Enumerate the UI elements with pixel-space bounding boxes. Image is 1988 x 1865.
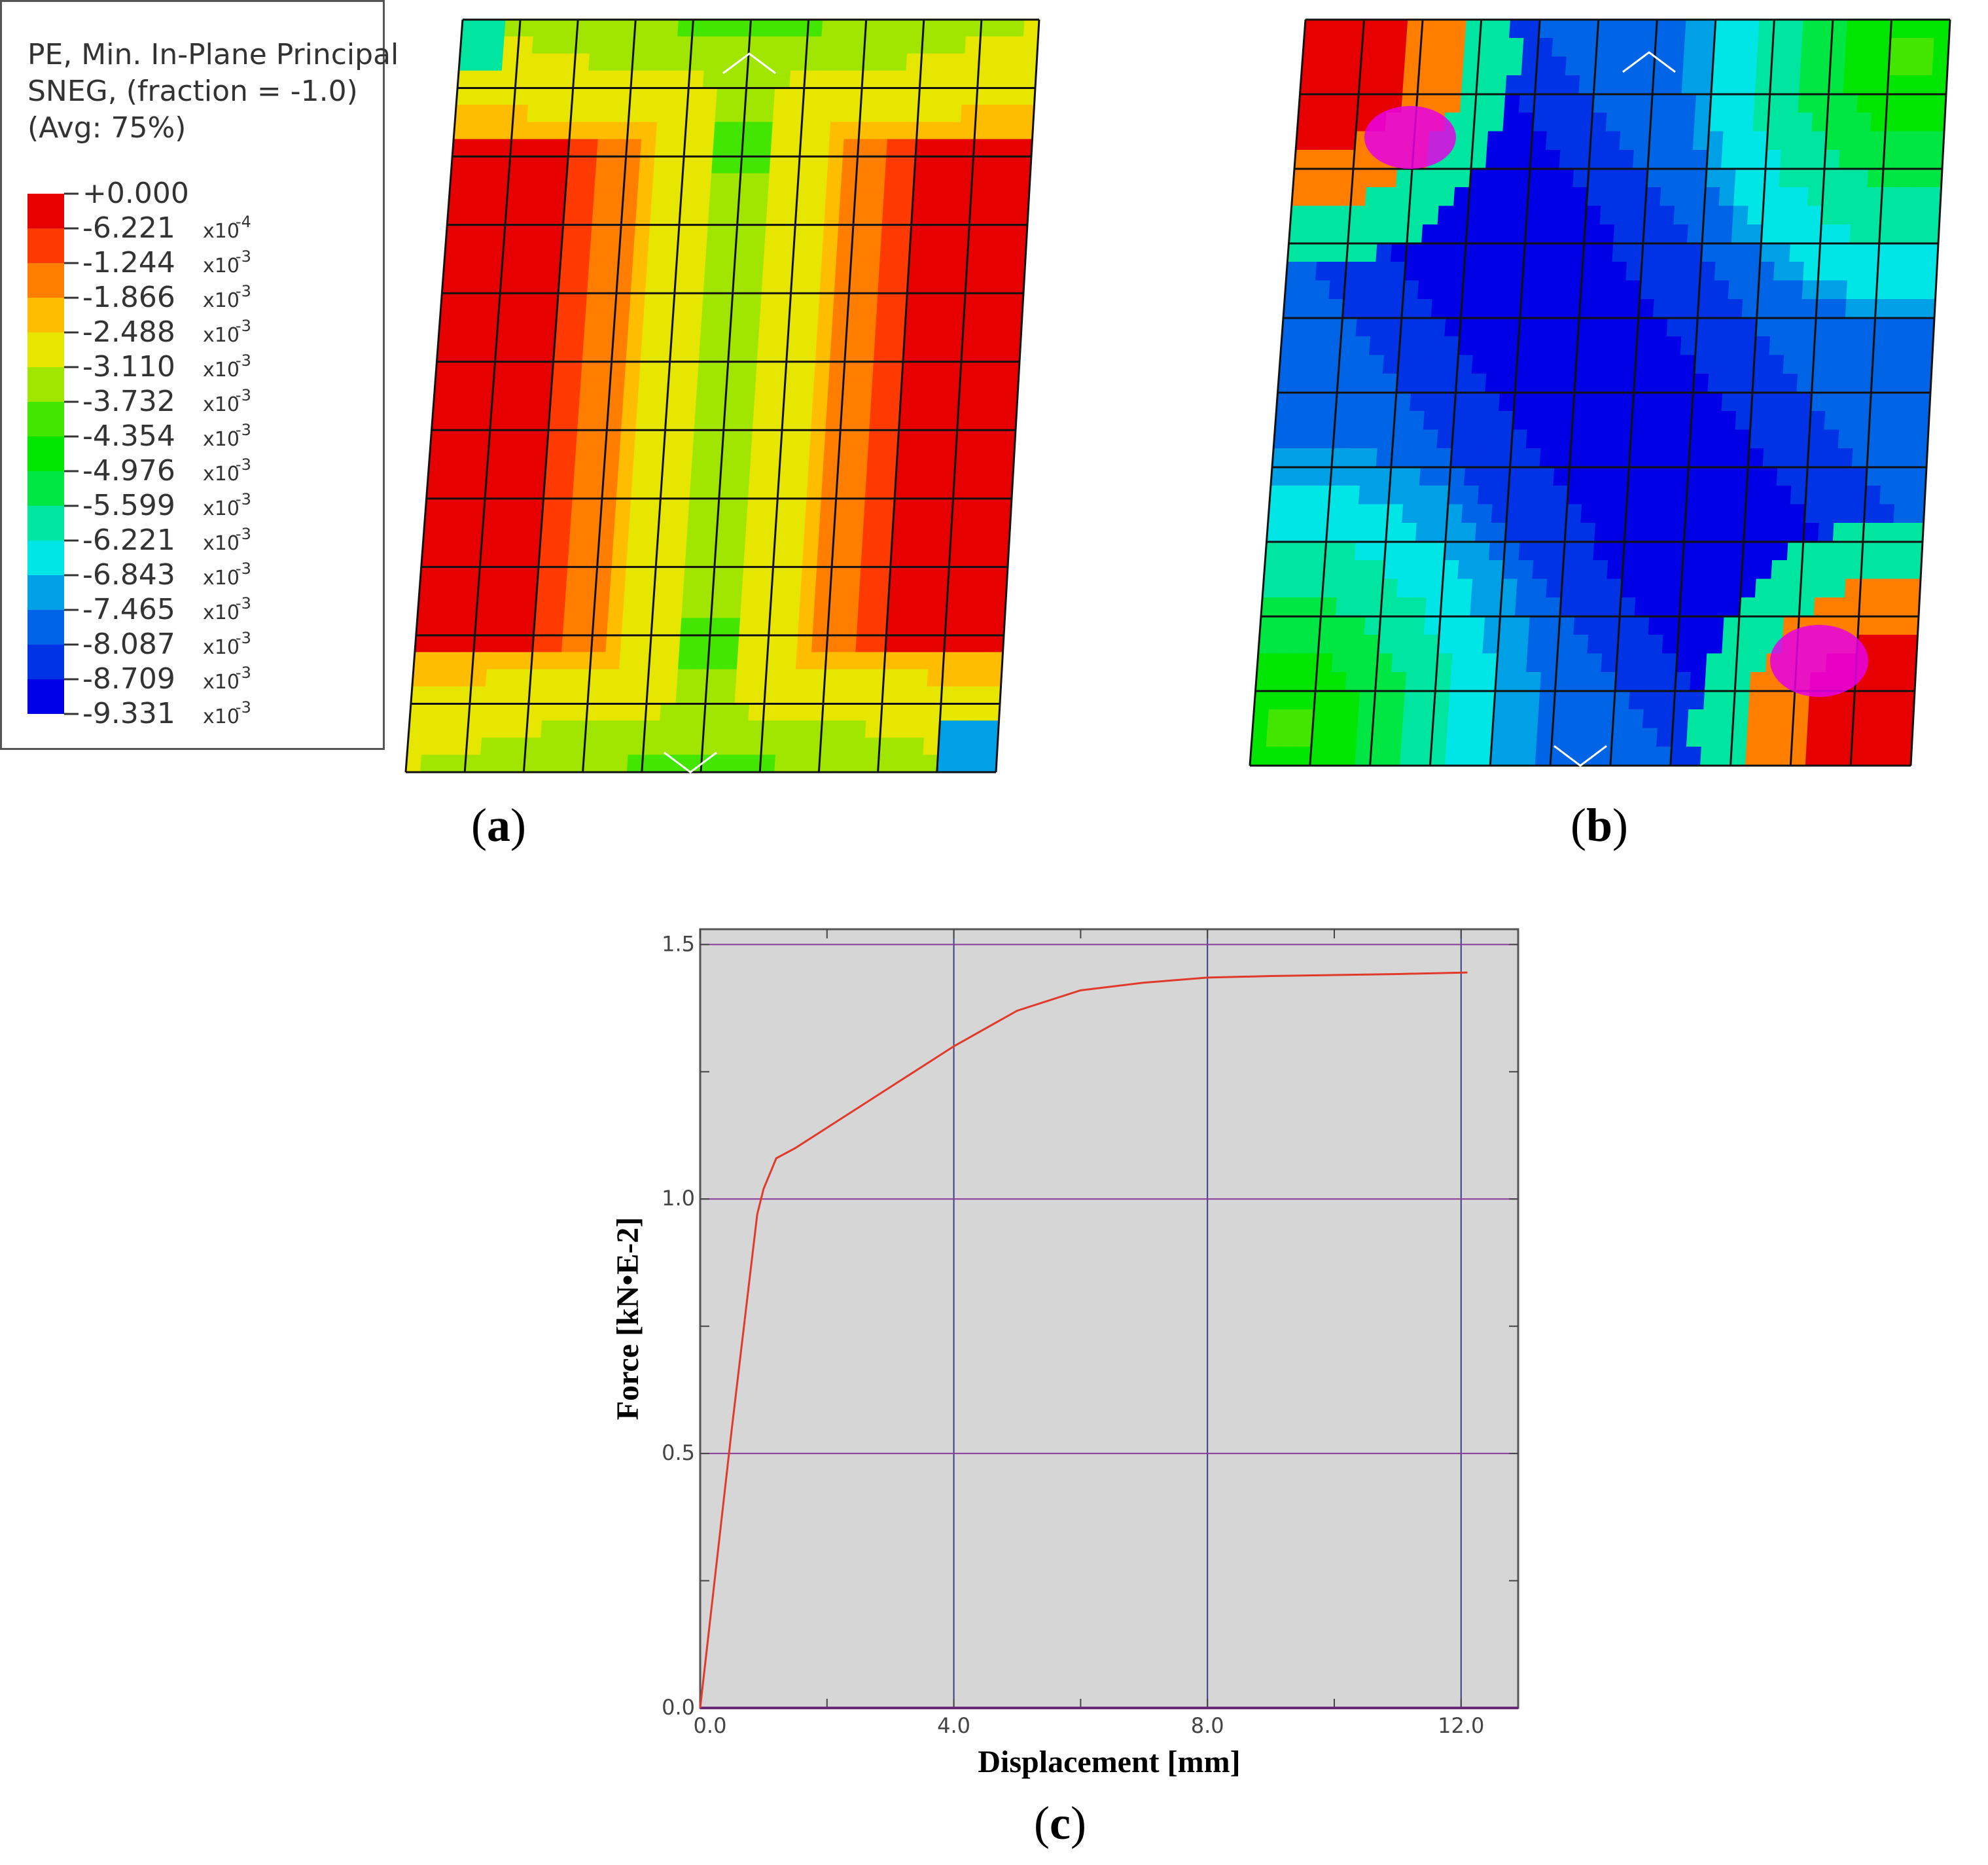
- x-tick-label: 4.0: [937, 1713, 970, 1738]
- legend-exponent: x10: [203, 324, 240, 347]
- legend-exponent-power: -3: [236, 351, 251, 370]
- legend-exponent: x10: [203, 359, 240, 382]
- magenta-region-top-left: [1364, 106, 1456, 169]
- legend-exponent-power: -3: [236, 698, 251, 717]
- contour-legend: PE, Min. In-Plane Principal SNEG, (fract…: [0, 0, 399, 750]
- y-tick-label: 1.0: [662, 1186, 695, 1211]
- boundary-condition-mark: [1553, 745, 1607, 767]
- legend-value: -6.221: [82, 524, 175, 557]
- legend-value: +0.000: [82, 177, 189, 210]
- legend-title-line-3: (Avg: 75%): [27, 111, 186, 145]
- contour-plot-a: [404, 18, 1040, 773]
- legend-exponent-power: -3: [236, 490, 251, 508]
- x-tick-label: 12.0: [1438, 1713, 1484, 1738]
- legend-exponent: x10: [203, 567, 240, 590]
- series-line: [699, 971, 1468, 1709]
- legend-swatch: [27, 541, 64, 575]
- contour-a-mesh: [404, 18, 1040, 773]
- legend-swatch: [27, 332, 64, 367]
- x-tick-label: 0.0: [694, 1713, 727, 1738]
- legend-swatch: [27, 367, 64, 402]
- legend-exponent-power: -3: [236, 455, 251, 474]
- legend-value: -6.843: [82, 558, 175, 592]
- legend-exponent: x10: [203, 497, 240, 520]
- legend-exponent: x10: [203, 393, 240, 416]
- legend-value: -4.354: [82, 419, 175, 453]
- contour-a-field: [405, 19, 1040, 773]
- legend-value: -6.221: [82, 211, 175, 245]
- x-tick-label: 8.0: [1191, 1713, 1224, 1738]
- legend-value: -3.110: [82, 350, 175, 383]
- legend-value: -5.599: [82, 489, 175, 522]
- legend-exponent-power: -3: [236, 386, 251, 404]
- legend-exponent-power: -3: [236, 247, 251, 266]
- legend-title-line-1: PE, Min. In-Plane Principal: [27, 38, 399, 71]
- legend-value: -7.465: [82, 593, 175, 626]
- panel-label-a: (a): [471, 799, 526, 851]
- legend-value: -9.331: [82, 697, 175, 730]
- legend-exponent: x10: [203, 289, 240, 312]
- legend-exponent-power: -3: [236, 594, 251, 613]
- legend-exponent: x10: [203, 705, 240, 728]
- legend-exponent: x10: [203, 255, 240, 277]
- legend-swatch: [27, 298, 64, 332]
- y-tick-label: 1.5: [662, 931, 695, 956]
- y-axis-label: Force [kN•E-2]: [611, 1217, 645, 1421]
- legend-exponent: x10: [203, 601, 240, 624]
- legend-swatch: [27, 263, 64, 298]
- legend-value: -8.709: [82, 662, 175, 696]
- boundary-condition-mark: [664, 751, 717, 773]
- magenta-region-bottom-right: [1770, 625, 1868, 697]
- legend-value: -8.087: [82, 628, 175, 661]
- legend-exponent-power: -4: [236, 213, 251, 231]
- legend-exponent-power: -3: [236, 525, 251, 543]
- legend-exponent-power: -3: [236, 421, 251, 439]
- contour-plot-b: [1249, 18, 1951, 767]
- legend-color-scale: +0.000-6.221 x10-4-1.244 x10-3-1.866 x10-3-…: [27, 177, 251, 730]
- boundary-condition-mark: [722, 52, 776, 75]
- legend-value: -4.976: [82, 454, 175, 488]
- legend-swatch: [27, 679, 64, 714]
- legend-exponent: x10: [203, 463, 240, 486]
- legend-swatch: [27, 436, 64, 471]
- legend-exponent: x10: [203, 532, 240, 555]
- legend-exponent-power: -3: [236, 317, 251, 335]
- legend-swatch: [27, 506, 64, 541]
- legend-value: -1.866: [82, 281, 175, 314]
- panel-label-c: (c): [1034, 1797, 1086, 1849]
- legend-value: -2.488: [82, 315, 175, 349]
- legend-swatch: [27, 471, 64, 506]
- legend-exponent: x10: [203, 428, 240, 451]
- legend-exponent: x10: [203, 636, 240, 659]
- legend-swatch: [27, 645, 64, 679]
- legend-exponent: x10: [203, 671, 240, 694]
- plot-area: [699, 928, 1519, 1709]
- legend-exponent-power: -3: [236, 664, 251, 682]
- legend-swatch: [27, 194, 64, 228]
- legend-value: -1.244: [82, 246, 175, 279]
- legend-swatch: [27, 402, 64, 436]
- legend-exponent-power: -3: [236, 282, 251, 300]
- legend-exponent-power: -3: [236, 629, 251, 647]
- force-displacement-chart: 0.0 4.0 8.0 12.0 0.0 0.5 1.0 1.5 Displacement [m…: [611, 928, 1519, 1779]
- legend-swatch: [27, 228, 64, 263]
- legend-swatch: [27, 610, 64, 645]
- legend-exponent: x10: [203, 220, 240, 243]
- y-tick-label: 0.5: [662, 1440, 695, 1465]
- y-tick-label: 0.0: [662, 1695, 695, 1720]
- panel-label-b: (b): [1571, 799, 1629, 851]
- legend-swatch: [27, 575, 64, 610]
- boundary-condition-mark: [1622, 51, 1676, 73]
- legend-title-line-2: SNEG, (fraction = -1.0): [27, 75, 358, 108]
- legend-value: -3.732: [82, 385, 175, 418]
- legend-exponent-power: -3: [236, 560, 251, 578]
- x-axis-label: Displacement [mm]: [978, 1745, 1240, 1779]
